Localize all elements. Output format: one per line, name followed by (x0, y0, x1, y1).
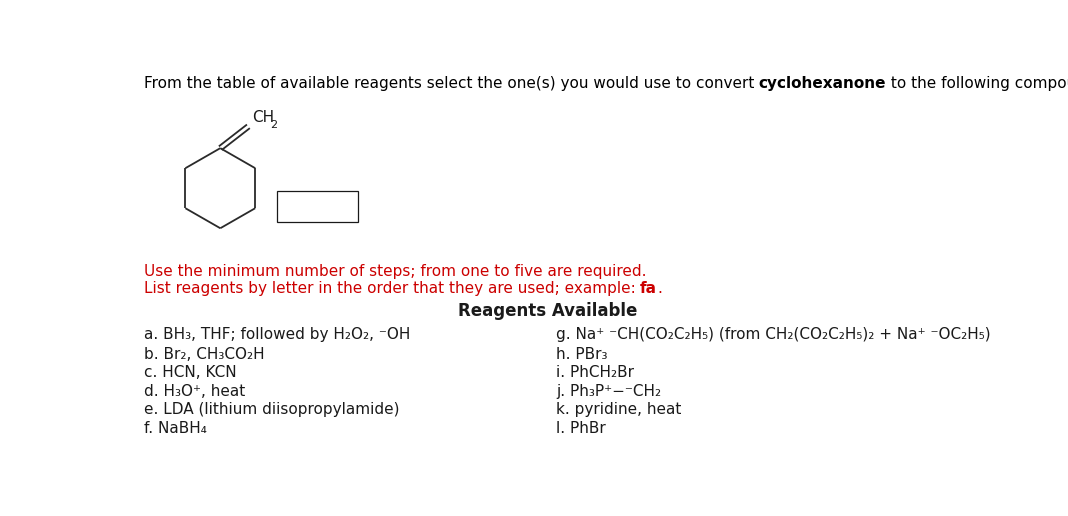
Text: j. Ph₃P⁺−⁻CH₂: j. Ph₃P⁺−⁻CH₂ (555, 384, 661, 399)
Text: f. NaBH₄: f. NaBH₄ (143, 421, 206, 436)
Text: 2: 2 (270, 120, 278, 130)
Text: l. PhBr: l. PhBr (555, 421, 606, 436)
Text: h. PBr₃: h. PBr₃ (555, 347, 608, 362)
Text: c. HCN, KCN: c. HCN, KCN (143, 365, 236, 380)
Text: g. Na⁺ ⁻CH(CO₂C₂H₅) (from CH₂(CO₂C₂H₅)₂ + Na⁺ ⁻OC₂H₅): g. Na⁺ ⁻CH(CO₂C₂H₅) (from CH₂(CO₂C₂H₅)₂ … (555, 327, 990, 342)
Text: cyclohexanone: cyclohexanone (759, 76, 886, 91)
Text: to the following compound:: to the following compound: (886, 76, 1068, 91)
Text: k. pyridine, heat: k. pyridine, heat (555, 402, 681, 417)
Text: i. PhCH₂Br: i. PhCH₂Br (555, 365, 634, 380)
Text: Reagents Available: Reagents Available (458, 302, 637, 320)
Text: b. Br₂, CH₃CO₂H: b. Br₂, CH₃CO₂H (143, 347, 264, 362)
Text: Use the minimum number of steps; from one to five are required.: Use the minimum number of steps; from on… (143, 264, 646, 280)
Text: a. BH₃, THF; followed by H₂O₂, ⁻OH: a. BH₃, THF; followed by H₂O₂, ⁻OH (143, 327, 410, 342)
Text: fa: fa (640, 281, 657, 296)
Text: From the table of available reagents select the one(s) you would use to convert: From the table of available reagents sel… (143, 76, 759, 91)
Text: .: . (657, 281, 662, 296)
Bar (277, 191, 358, 222)
Text: CH: CH (252, 110, 274, 125)
Text: d. H₃O⁺, heat: d. H₃O⁺, heat (143, 384, 245, 399)
Text: e. LDA (lithium diisopropylamide): e. LDA (lithium diisopropylamide) (143, 402, 399, 417)
Text: List reagents by letter in the order that they are used; example:: List reagents by letter in the order tha… (143, 281, 640, 296)
